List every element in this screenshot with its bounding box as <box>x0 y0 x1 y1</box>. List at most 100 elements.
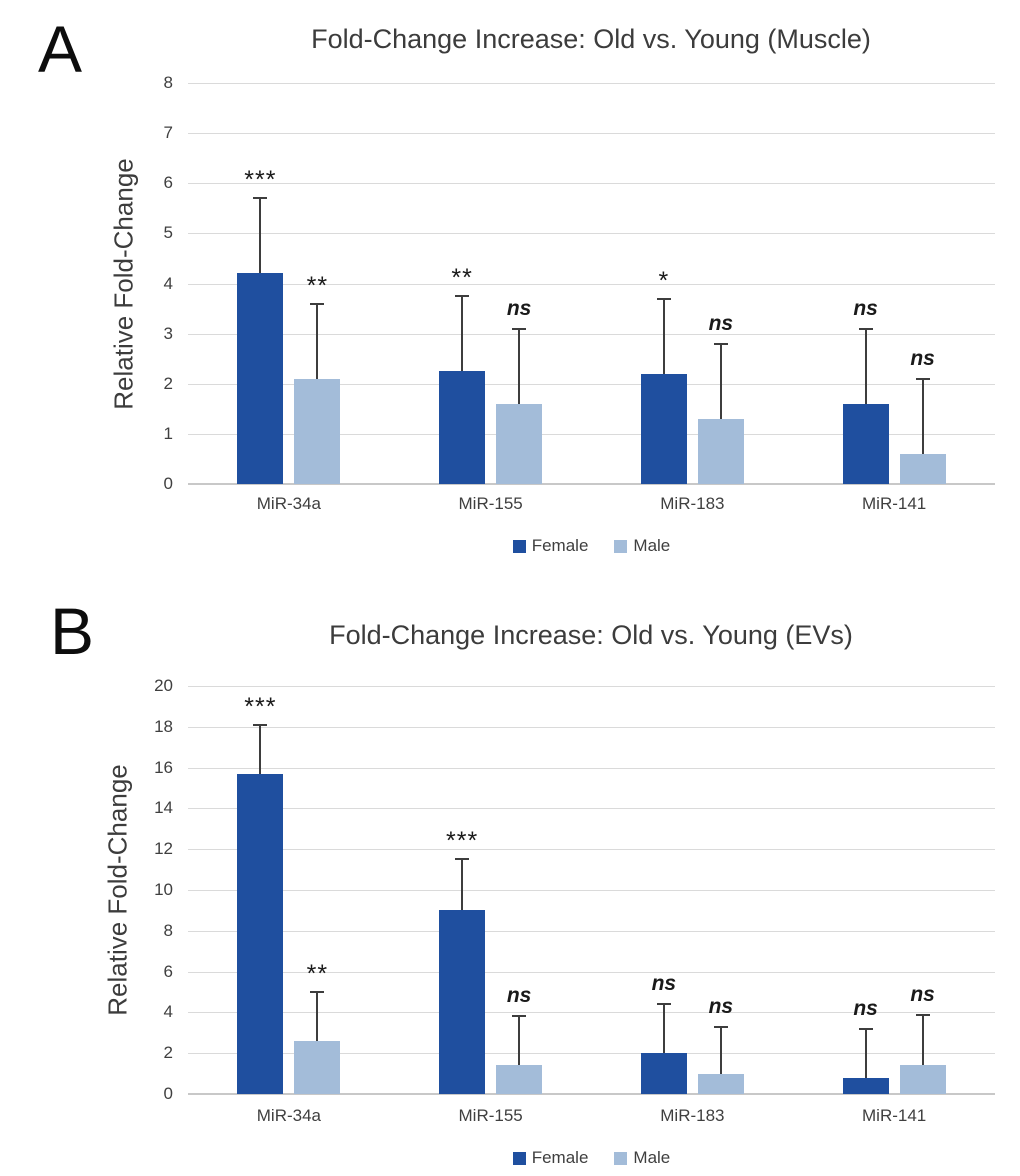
panel-a-x-label-mir-34a: MiR-34a <box>256 494 321 513</box>
panel-a-sig-label-female-mir-183: * <box>658 266 670 295</box>
panel-b-bar-male-mir-141 <box>899 1065 946 1094</box>
panel-a-error-bar-female-mir-141 <box>864 328 867 404</box>
panel-b-error-cap-female-mir-183 <box>656 1003 671 1006</box>
panel-b-y-tick-18: 18 <box>154 717 173 736</box>
panel-a-error-bar-male-mir-183 <box>719 343 722 419</box>
panel-b-error-bar-female-mir-155 <box>461 859 464 911</box>
panel-a-sig-label-female-mir-141: ns <box>853 296 878 320</box>
panel-b-y-tick-20: 20 <box>154 676 173 695</box>
panel-a-y-tick-4: 4 <box>163 274 173 293</box>
panel-b-y-tick-6: 6 <box>163 962 173 981</box>
panel-a-gridline-6 <box>188 183 995 184</box>
panel-a-x-label-mir-141: MiR-141 <box>862 494 927 513</box>
panel-a-y-tick-8: 8 <box>163 73 173 92</box>
panel-b-y-tick-8: 8 <box>163 921 173 940</box>
panel-b-x-axis-line <box>188 1093 995 1095</box>
panel-a-legend-item-male: Male <box>614 536 670 556</box>
panel-b-gridline-6 <box>188 972 995 973</box>
panel-b-x-label-mir-141: MiR-141 <box>862 1106 927 1125</box>
panel-b-gridline-16 <box>188 768 995 769</box>
panel-a-error-bar-male-mir-155 <box>518 328 521 404</box>
panel-a-y-tick-1: 1 <box>163 424 173 443</box>
panel-a-legend-swatch-female <box>512 539 526 553</box>
panel-a-x-label-mir-155: MiR-155 <box>458 494 523 513</box>
panel-b-sig-label-female-mir-141: ns <box>853 996 878 1020</box>
panel-a-error-cap-female-mir-183 <box>656 297 671 300</box>
panel-a-bar-female-mir-141 <box>842 403 889 484</box>
panel-a-legend: Female Male <box>188 536 995 556</box>
panel-b-error-bar-female-mir-141 <box>864 1028 867 1078</box>
panel-a-error-cap-female-mir-34a <box>253 197 268 200</box>
panel-b-error-bar-female-mir-34a <box>259 724 262 774</box>
panel-b-gridline-18 <box>188 727 995 728</box>
panel-a-gridline-8 <box>188 83 995 84</box>
panel-b-gridline-14 <box>188 808 995 809</box>
panel-a-error-bar-male-mir-141 <box>921 378 924 454</box>
panel-a-error-cap-female-mir-155 <box>455 295 470 298</box>
panel-b-error-cap-female-mir-155 <box>455 858 470 861</box>
panel-b-legend-swatch-male <box>614 1151 628 1165</box>
panel-a-gridline-4 <box>188 284 995 285</box>
panel-b-legend-item-male: Male <box>614 1148 670 1168</box>
panel-b-sig-label-male-mir-34a: ** <box>306 960 329 988</box>
panel-a-error-cap-male-mir-34a <box>310 302 325 305</box>
panel-a-y-tick-2: 2 <box>163 374 173 393</box>
panel-b-error-cap-male-mir-155 <box>512 1015 527 1018</box>
panel-a-bar-female-mir-155 <box>439 371 486 484</box>
panel-b-error-bar-female-mir-183 <box>662 1004 665 1054</box>
panel-a-legend-label-female: Female <box>531 536 589 555</box>
panel-a-error-bar-female-mir-155 <box>461 296 464 372</box>
panel-b-error-cap-female-mir-141 <box>858 1027 873 1030</box>
panel-b-legend: Female Male <box>188 1148 995 1168</box>
panel-b-sig-label-female-mir-34a: *** <box>244 692 277 721</box>
panel-a-gridline-1 <box>188 434 995 435</box>
panel-a-bar-male-mir-155 <box>496 403 543 484</box>
panel-a-x-axis-line <box>188 483 995 485</box>
panel-b-error-bar-male-mir-183 <box>719 1026 722 1074</box>
panel-a-error-bar-male-mir-34a <box>316 303 319 379</box>
panel-b-bar-male-mir-155 <box>496 1065 543 1094</box>
panel-b-y-tick-2: 2 <box>163 1043 173 1062</box>
panel-a-gridline-2 <box>188 384 995 385</box>
panel-a-error-bar-female-mir-183 <box>662 298 665 374</box>
panel-a-sig-label-female-mir-155: ** <box>451 264 473 293</box>
panel-b-legend-label-female: Female <box>531 1148 589 1167</box>
panel-b-error-cap-male-mir-34a <box>310 991 325 993</box>
panel-b-gridline-8 <box>188 931 995 932</box>
panel-a-y-tick-7: 7 <box>163 123 173 142</box>
panel-b-gridline-10 <box>188 890 995 891</box>
panel-a-title: Fold-Change Increase: Old vs. Young (Mus… <box>311 24 871 54</box>
panel-b-y-tick-0: 0 <box>163 1084 173 1103</box>
panel-a-legend-swatch-male <box>614 539 628 553</box>
panel-b-error-cap-male-mir-141 <box>915 1014 930 1017</box>
panel-b-title: Fold-Change Increase: Old vs. Young (EVs… <box>329 620 853 650</box>
panel-b-bar-female-mir-34a <box>237 773 284 1094</box>
panel-a-sig-label-female-mir-34a: *** <box>244 166 277 195</box>
panel-a-legend-item-female: Female <box>512 536 589 556</box>
panel-b-gridline-20 <box>188 686 995 687</box>
panel-a-sig-label-male-mir-155: ns <box>506 296 532 320</box>
panel-b-error-bar-male-mir-34a <box>316 992 319 1041</box>
panel-b-sig-label-male-mir-141: ns <box>910 983 935 1007</box>
panel-b-x-label-mir-34a: MiR-34a <box>256 1106 321 1125</box>
panel-a-x-label-mir-183: MiR-183 <box>660 494 725 513</box>
panel-b-letter: B <box>50 594 95 668</box>
panel-a-error-cap-male-mir-155 <box>512 327 527 330</box>
panel-a-bar-male-mir-183 <box>697 418 744 484</box>
panel-b-error-bar-male-mir-155 <box>518 1016 521 1066</box>
panel-b-legend-swatch-female <box>512 1151 526 1165</box>
panel-a-y-tick-0: 0 <box>163 474 173 493</box>
panel-b-legend-item-female: Female <box>512 1148 589 1168</box>
panel-a-error-cap-female-mir-141 <box>858 327 873 330</box>
panel-a-y-tick-6: 6 <box>163 173 173 192</box>
panel-a-legend-label-male: Male <box>633 536 671 555</box>
panel-b-bar-female-mir-183 <box>640 1053 687 1094</box>
panel-b-legend-label-male: Male <box>633 1148 671 1167</box>
panel-b-y-tick-10: 10 <box>154 880 173 899</box>
panel-b-x-label-mir-155: MiR-155 <box>458 1106 523 1125</box>
panel-a-error-cap-male-mir-141 <box>915 377 930 380</box>
panel-b-bar-female-mir-141 <box>842 1077 889 1094</box>
panel-b-y-tick-14: 14 <box>154 798 173 817</box>
panel-b-y-tick-16: 16 <box>154 758 173 777</box>
panel-a-letter: A <box>38 12 83 86</box>
